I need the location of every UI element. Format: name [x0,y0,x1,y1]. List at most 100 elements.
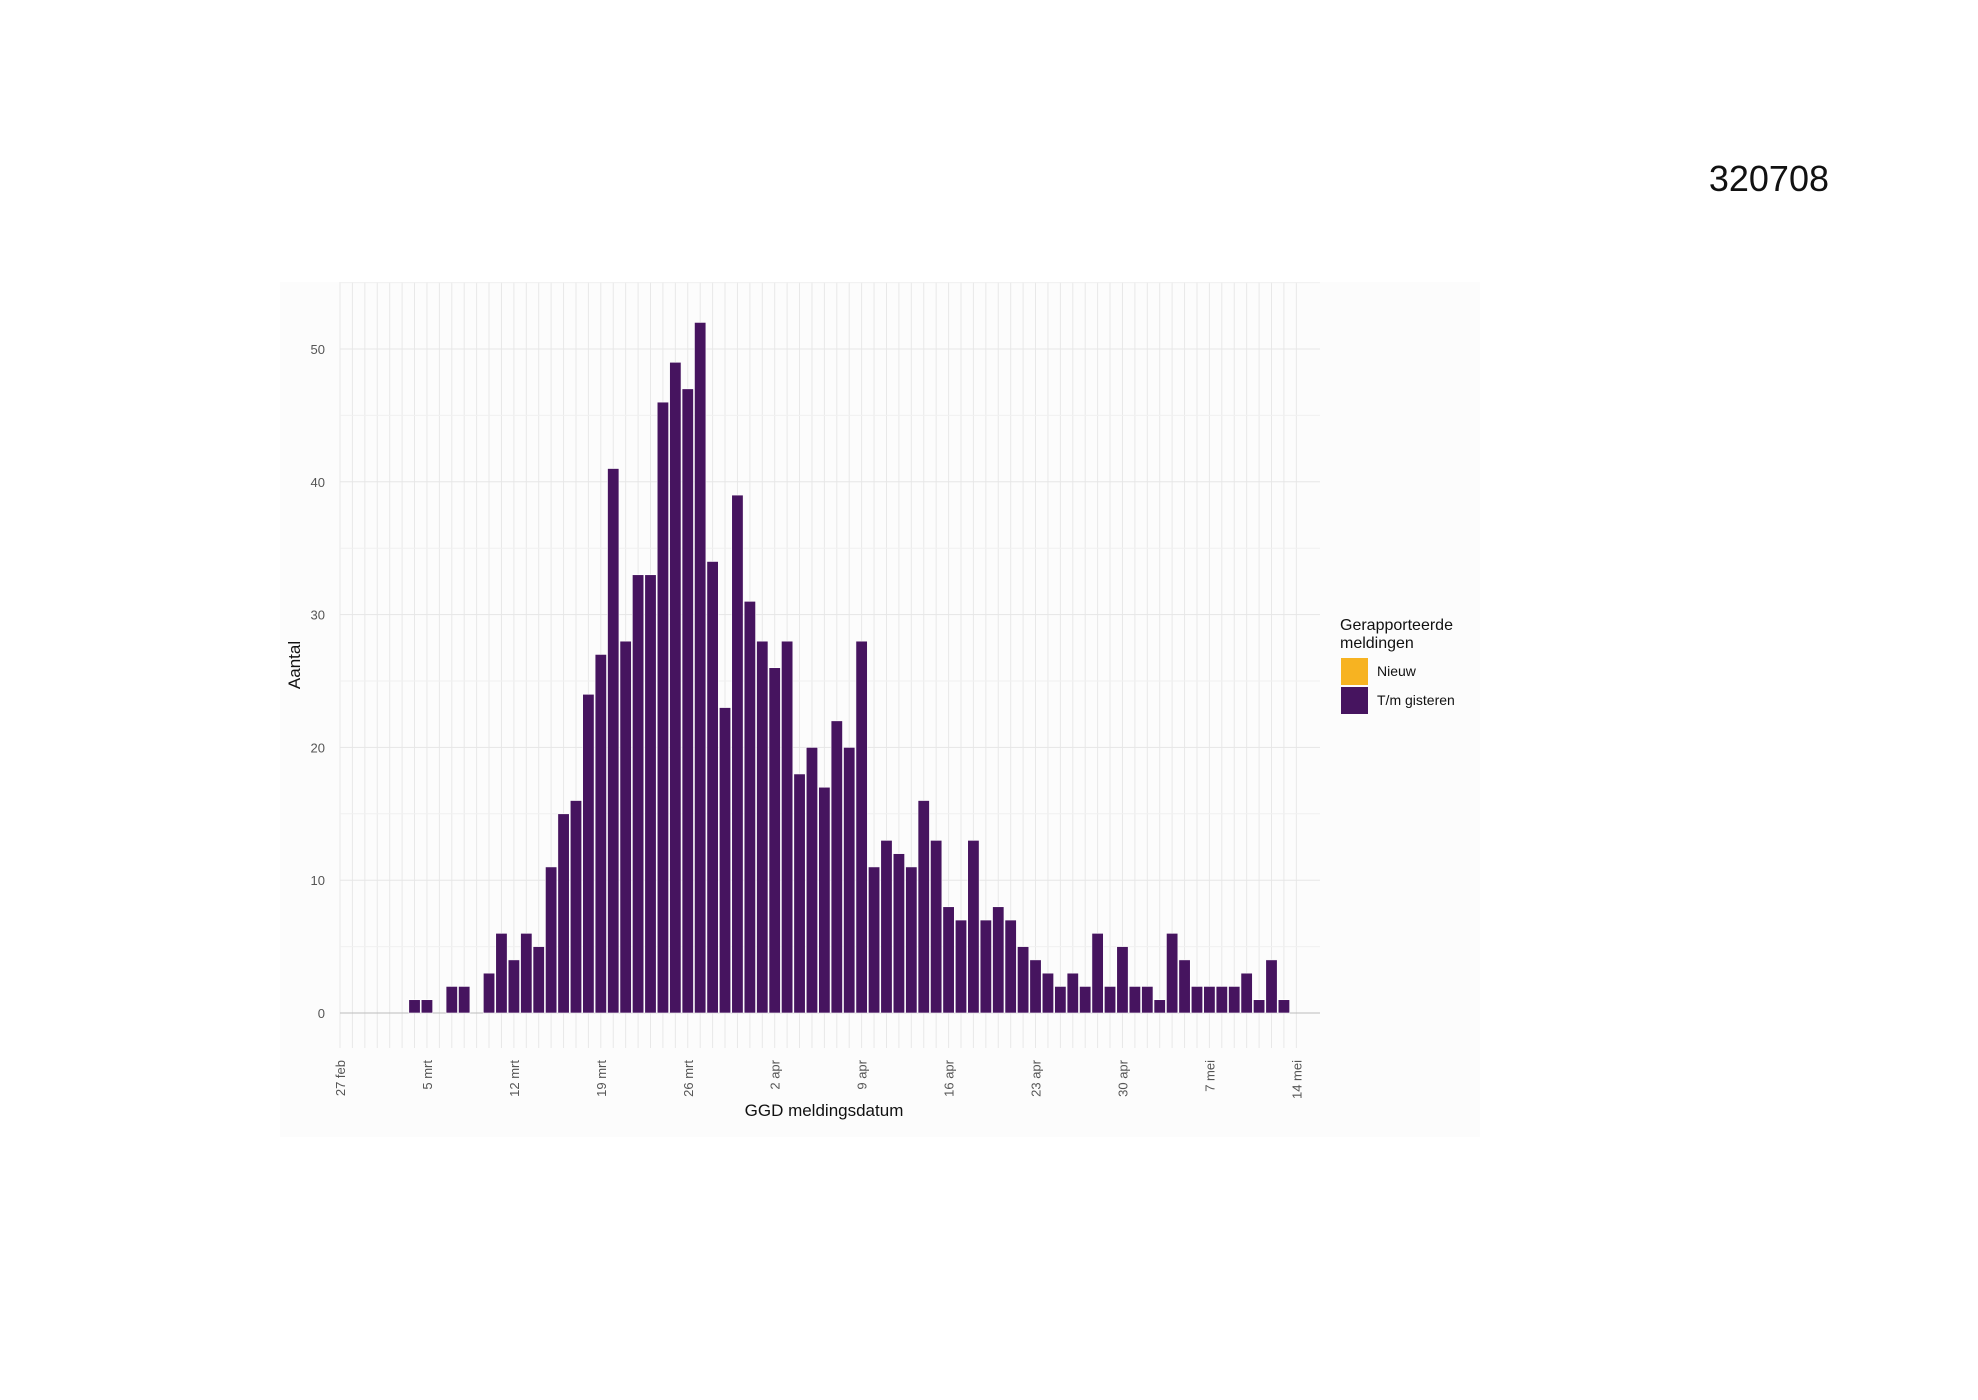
y-axis-ticks: 0 10 20 30 40 50 [311,342,325,1021]
bar [1203,986,1216,1014]
bar [445,986,458,1014]
bar [557,813,570,1014]
x-tick-label: 23 apr [1029,1059,1044,1097]
document-id: 320708 [1708,158,1829,199]
y-tick-label: 20 [311,740,325,755]
bar [830,720,843,1014]
bar [408,999,421,1014]
bar [855,640,868,1014]
legend-title: Gerapporteerde [1340,617,1453,634]
bar [1178,959,1191,1014]
bar [532,946,545,1014]
x-tick-label: 26 mrt [681,1060,696,1097]
bar [719,707,732,1014]
bar [520,933,533,1014]
x-axis-title: GGD meldingsdatum [745,1101,904,1120]
x-tick-label: 14 mei [1289,1060,1304,1099]
bar [868,866,881,1014]
bar [681,388,694,1014]
bar [420,999,433,1014]
bar [1153,999,1166,1014]
y-axis-title: Aantal [285,641,304,689]
bar [917,800,930,1014]
x-tick-label: 16 apr [942,1059,957,1097]
bar [656,401,669,1014]
bar [669,361,682,1014]
y-tick-label: 10 [311,873,325,888]
bar [1054,986,1067,1014]
legend-label: T/m gisteren [1377,692,1455,708]
bar [1190,986,1203,1014]
bar [1029,959,1042,1014]
bar [992,906,1005,1014]
x-axis-ticks: 27 feb 5 mrt 12 mrt 19 mrt 26 mrt 2 apr 9 apr 1… [333,1059,1304,1099]
x-tick-label: 19 mrt [594,1060,609,1097]
bar [880,840,893,1014]
x-tick-label: 12 mrt [507,1060,522,1097]
bar [756,640,769,1014]
bar [930,840,943,1014]
bar [1128,986,1141,1014]
bar [1166,933,1179,1014]
bar [1277,999,1290,1014]
bar [1141,986,1154,1014]
bar [607,468,620,1014]
bar [1116,946,1129,1014]
x-tick-label: 5 mrt [420,1060,435,1090]
x-tick-label: 9 apr [855,1059,870,1089]
bar [967,840,980,1014]
y-tick-label: 40 [311,475,325,490]
bar [483,972,496,1014]
bar [1041,972,1054,1014]
bar [731,494,744,1014]
bar [694,322,707,1014]
legend-label: Nieuw [1377,663,1417,679]
bar [1104,986,1117,1014]
bar [644,574,657,1014]
bar [979,919,992,1014]
bar [582,693,595,1014]
bar [545,866,558,1014]
bar [954,919,968,1014]
bar [1253,999,1266,1014]
bar [818,786,831,1014]
y-tick-label: 50 [311,342,325,357]
x-tick-label: 2 apr [768,1059,783,1089]
bar [781,640,794,1014]
x-tick-label: 7 mei [1202,1060,1217,1092]
bar [743,601,756,1014]
bar [892,853,905,1014]
bar [569,800,582,1014]
bar [507,959,520,1014]
bar [632,574,645,1014]
y-tick-label: 30 [311,608,325,623]
bar [768,667,781,1014]
bar [1091,933,1104,1014]
bar [495,933,508,1014]
y-tick-label: 0 [318,1006,325,1021]
bar [793,773,806,1014]
bar [1240,972,1253,1014]
bar [1228,986,1241,1014]
bar [619,640,632,1014]
bar [805,747,818,1014]
bar [594,654,607,1014]
x-tick-label: 30 apr [1115,1059,1130,1097]
legend-swatch [1341,658,1368,685]
bar [458,986,471,1014]
bar [1004,919,1017,1014]
legend-swatch [1341,687,1368,714]
bar [1215,986,1228,1014]
bar [706,561,719,1014]
x-tick-label: 27 feb [333,1060,348,1096]
bar [942,906,955,1014]
bar [905,866,918,1014]
bar [1079,986,1092,1014]
bar [1017,946,1030,1014]
bar [1265,959,1278,1014]
bar [843,747,856,1014]
bars [408,322,1290,1014]
legend-title: meldingen [1340,635,1414,652]
